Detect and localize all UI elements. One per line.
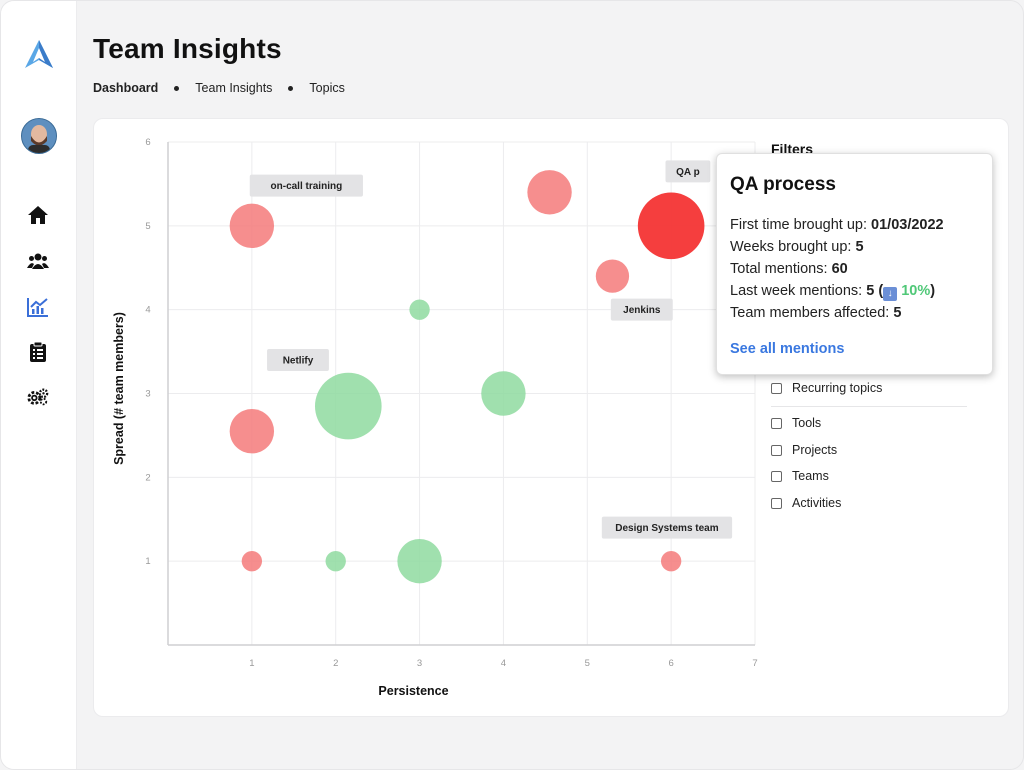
filter-label: Teams xyxy=(792,469,829,483)
breadcrumb-team-insights[interactable]: Team Insights xyxy=(195,81,273,95)
data-bubble xyxy=(397,538,442,584)
y-tick-label: 2 xyxy=(145,472,150,483)
settings-icon[interactable] xyxy=(27,386,49,408)
value: 5 xyxy=(855,239,864,255)
bubble-label: QA p xyxy=(676,167,700,178)
tooltip-weeks: Weeks brought up: 5 xyxy=(730,239,864,255)
x-tick-label: 2 xyxy=(333,658,338,669)
y-tick-label: 6 xyxy=(145,137,150,148)
filter-label: Recurring topics xyxy=(792,381,883,395)
bubble-label-bg xyxy=(610,298,673,321)
data-bubble xyxy=(241,550,263,572)
avatar[interactable] xyxy=(21,118,57,154)
checkbox[interactable] xyxy=(771,470,782,482)
y-axis-label: Spread (# team members) xyxy=(112,312,126,465)
value: 60 xyxy=(831,261,848,277)
checkbox[interactable] xyxy=(771,417,782,429)
filter-tools[interactable]: Tools xyxy=(771,416,821,430)
filter-label: Tools xyxy=(792,416,822,430)
home-icon[interactable] xyxy=(27,204,49,226)
data-bubble xyxy=(527,170,572,215)
bubble-label: Jenkins xyxy=(623,305,661,316)
data-bubble xyxy=(481,371,526,416)
see-all-mentions-link[interactable]: See all mentions xyxy=(730,341,845,357)
sidebar xyxy=(1,1,77,769)
page-title: Team Insights xyxy=(93,33,282,64)
value: 5 xyxy=(866,283,875,299)
bubble-chart: 1 2 3 4 5 6 7 1 2 3 4 5 6 Persistence Spread (# team m… xyxy=(112,137,758,698)
x-tick-label: 5 xyxy=(585,658,590,669)
tooltip-first-time: First time brought up: 01/03/2022 xyxy=(730,217,944,233)
y-tick-label: 3 xyxy=(145,389,150,400)
breadcrumb-topics[interactable]: Topics xyxy=(309,81,345,95)
label: Last week mentions: xyxy=(730,283,863,299)
bubble-label-bg xyxy=(249,174,363,197)
chart-icon[interactable] xyxy=(27,296,49,318)
y-tick-label: 4 xyxy=(145,305,150,316)
data-bubble xyxy=(325,550,346,572)
filters-divider xyxy=(771,406,967,407)
y-tick-label: 1 xyxy=(145,556,150,567)
bubble-label: Design Systems team xyxy=(615,523,718,534)
x-tick-label: 6 xyxy=(668,658,673,669)
label: Weeks brought up: xyxy=(730,239,852,255)
tooltip-affected: Team members affected: 5 xyxy=(730,305,901,321)
data-bubble xyxy=(637,192,705,260)
tooltip-last-week: Last week mentions: 5 (↓ 10%) xyxy=(730,283,936,301)
data-bubble xyxy=(409,299,430,320)
x-axis-label: Persistence xyxy=(378,684,448,698)
data-bubble xyxy=(314,372,382,440)
label: Total mentions: xyxy=(730,261,828,277)
y-tick-label: 5 xyxy=(145,221,150,232)
tooltip-title: QA process xyxy=(730,174,836,195)
bubble-label-bg xyxy=(601,516,733,539)
data-bubble xyxy=(595,259,630,293)
label: First time brought up: xyxy=(730,217,867,233)
bubble-label: Netlify xyxy=(283,355,314,366)
users-icon[interactable] xyxy=(27,250,49,272)
data-bubble xyxy=(229,409,275,454)
data-bubble xyxy=(660,550,682,572)
checkbox[interactable] xyxy=(771,497,782,509)
checkbox[interactable] xyxy=(771,444,782,456)
topic-tooltip: QA process First time brought up: 01/03/… xyxy=(716,153,993,375)
filter-label: Projects xyxy=(792,443,838,457)
checkbox[interactable] xyxy=(771,382,782,394)
breadcrumb-dashboard[interactable]: Dashboard xyxy=(93,81,159,95)
filter-recurring-topics[interactable]: Recurring topics xyxy=(771,381,882,395)
bubble-label-bg xyxy=(665,160,711,183)
breadcrumb-separator xyxy=(288,85,294,91)
breadcrumb: Dashboard Team Insights Topics xyxy=(93,81,345,95)
x-tick-label: 4 xyxy=(501,658,506,669)
x-tick-label: 7 xyxy=(752,658,757,669)
label: Team members affected: xyxy=(730,305,890,321)
change-value: 10% xyxy=(901,283,931,299)
bubble-label: on-call training xyxy=(271,181,343,192)
breadcrumb-separator xyxy=(174,85,180,91)
filter-label: Activities xyxy=(792,496,842,510)
logo-icon[interactable] xyxy=(22,38,56,72)
arrow-down-icon: ↓ xyxy=(883,287,898,301)
tooltip-total: Total mentions: 60 xyxy=(730,261,848,277)
data-bubble xyxy=(229,203,275,249)
value: 5 xyxy=(893,305,902,321)
x-tick-label: 1 xyxy=(249,658,254,669)
clipboard-icon[interactable] xyxy=(27,341,49,363)
value: 01/03/2022 xyxy=(871,217,944,233)
x-tick-label: 3 xyxy=(417,658,422,669)
bubble-label-bg xyxy=(267,348,329,371)
filter-teams[interactable]: Teams xyxy=(771,469,829,483)
filter-activities[interactable]: Activities xyxy=(771,496,841,510)
filter-projects[interactable]: Projects xyxy=(771,443,837,457)
